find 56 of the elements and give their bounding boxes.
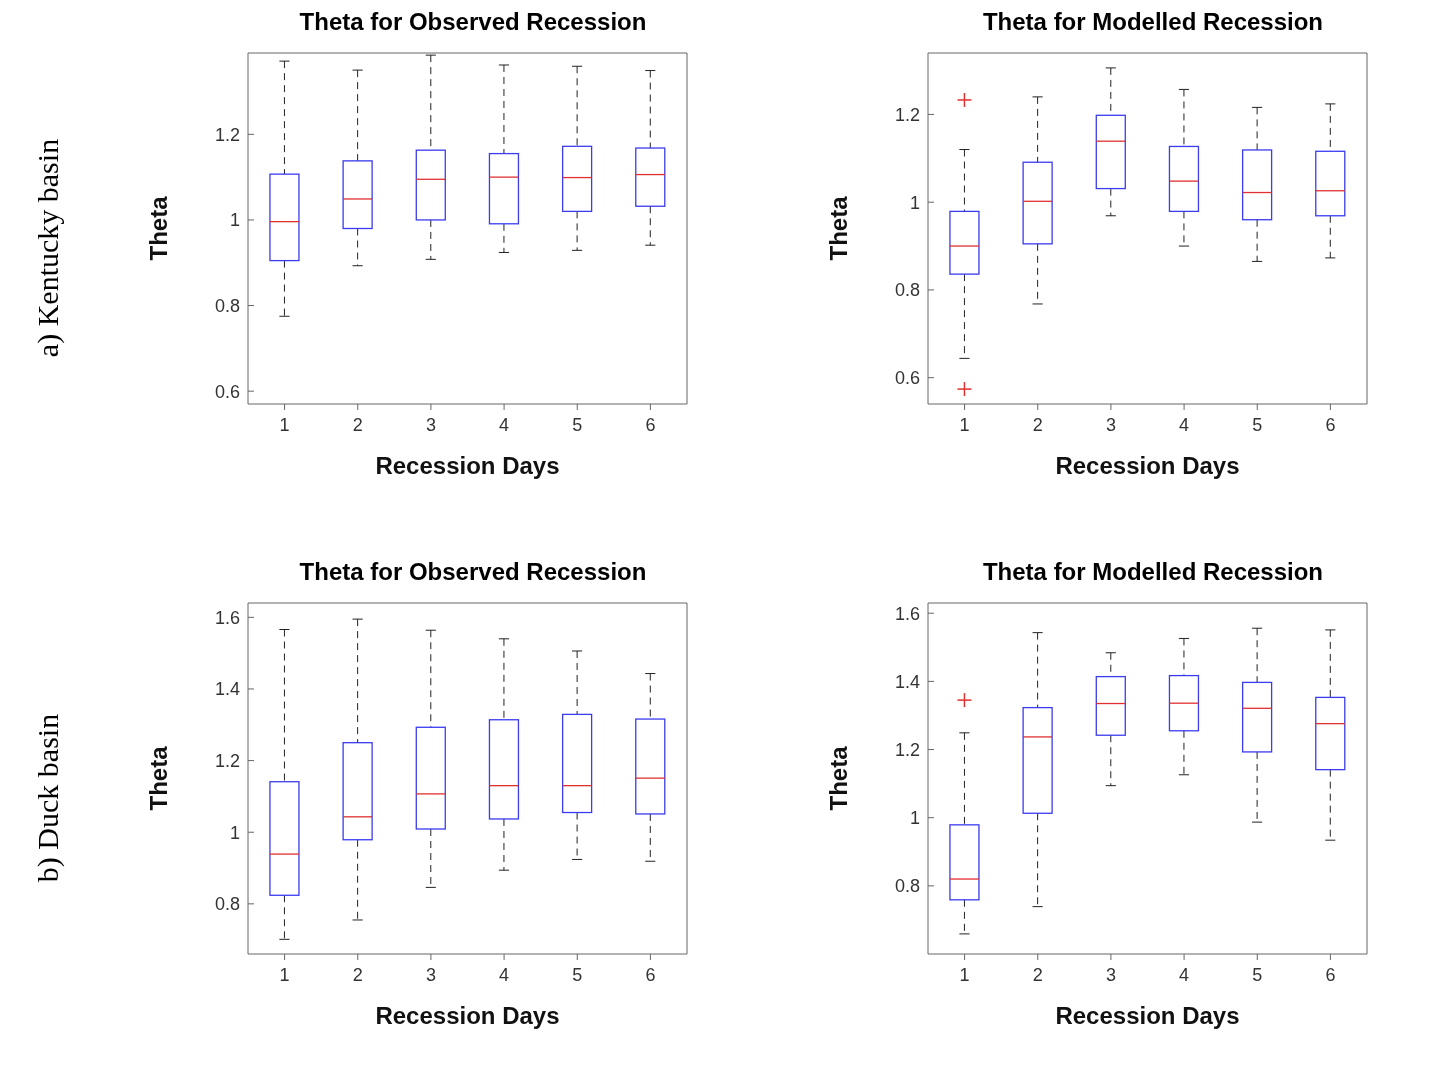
y-tick-label: 0.6 [214, 381, 240, 402]
text: a) Kentucky basin [31, 138, 65, 358]
x-tick-label: 3 [1105, 414, 1116, 435]
x-tick-label: 4 [1179, 414, 1190, 435]
x-tick-label: 2 [352, 414, 363, 435]
y-axis-title: Theta [144, 195, 172, 261]
chart-title: Theta for Observed Recession [298, 8, 648, 37]
x-tick-label: 6 [1325, 414, 1336, 435]
chart-title: Theta for Modelled Recession [981, 8, 1325, 37]
x-axis-title: Recession Days [375, 452, 560, 479]
x-axis-title: Recession Days [375, 1002, 560, 1029]
chart-title: Theta for Observed Recession [298, 558, 648, 587]
x-tick-label: 6 [1325, 964, 1336, 985]
y-tick-label: 0.6 [894, 368, 920, 389]
x-tick-label: 3 [425, 964, 436, 985]
x-axis-title: Recession Days [1055, 452, 1240, 479]
x-tick-label: 6 [645, 414, 656, 435]
y-tick-label: 1 [909, 808, 920, 829]
y-axis-title: Theta [824, 745, 852, 811]
x-tick-label: 1 [279, 414, 290, 435]
y-axis-title: Theta [144, 745, 172, 811]
x-tick-label: 2 [352, 964, 363, 985]
text: b) Duck basin [31, 713, 65, 883]
y-tick-label: 1.6 [894, 603, 920, 624]
x-tick-label: 1 [959, 964, 970, 985]
x-tick-label: 3 [1105, 964, 1116, 985]
x-tick-label: 4 [499, 964, 510, 985]
y-tick-label: 1 [909, 192, 920, 213]
y-tick-label: 1.2 [894, 739, 920, 760]
y-tick-label: 1.4 [894, 671, 920, 692]
x-tick-label: 4 [499, 414, 510, 435]
y-tick-label: 1 [229, 822, 240, 843]
y-tick-label: 1.2 [214, 124, 240, 145]
x-tick-label: 3 [425, 414, 436, 435]
chart-title: Theta for Modelled Recession [981, 558, 1325, 587]
y-tick-label: 1.2 [214, 750, 240, 771]
x-tick-label: 2 [1032, 964, 1043, 985]
x-tick-label: 5 [572, 964, 583, 985]
y-tick-label: 0.8 [214, 894, 240, 915]
x-tick-label: 6 [645, 964, 656, 985]
x-tick-label: 1 [279, 964, 290, 985]
y-tick-label: 0.8 [894, 280, 920, 301]
x-tick-label: 5 [572, 414, 583, 435]
x-tick-label: 5 [1252, 414, 1263, 435]
y-tick-label: 1.4 [214, 679, 240, 700]
y-tick-label: 1 [229, 210, 240, 231]
y-tick-label: 1.2 [894, 104, 920, 125]
x-tick-label: 2 [1032, 414, 1043, 435]
x-tick-label: 1 [959, 414, 970, 435]
x-axis-title: Recession Days [1055, 1002, 1240, 1029]
y-tick-label: 0.8 [214, 295, 240, 316]
x-tick-label: 4 [1179, 964, 1190, 985]
y-tick-label: 1.6 [214, 607, 240, 628]
y-axis-title: Theta [824, 195, 852, 261]
y-tick-label: 0.8 [894, 876, 920, 897]
x-tick-label: 5 [1252, 964, 1263, 985]
